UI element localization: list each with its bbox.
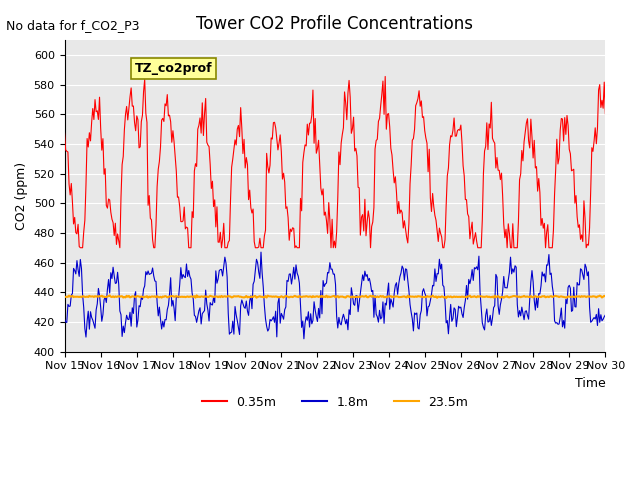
X-axis label: Time: Time: [575, 377, 605, 390]
Y-axis label: CO2 (ppm): CO2 (ppm): [15, 162, 28, 230]
Title: Tower CO2 Profile Concentrations: Tower CO2 Profile Concentrations: [196, 15, 474, 33]
Legend: 0.35m, 1.8m, 23.5m: 0.35m, 1.8m, 23.5m: [196, 391, 474, 414]
Text: TZ_co2prof: TZ_co2prof: [135, 62, 212, 75]
Text: No data for f_CO2_P3: No data for f_CO2_P3: [6, 19, 140, 32]
